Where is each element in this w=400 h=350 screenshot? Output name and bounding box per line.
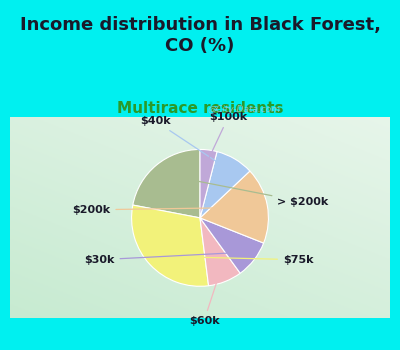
Text: $40k: $40k — [140, 116, 226, 168]
Wedge shape — [200, 149, 217, 218]
Text: $100k: $100k — [208, 112, 247, 160]
Wedge shape — [200, 218, 240, 286]
Text: > $200k: > $200k — [167, 175, 329, 207]
Text: Multirace residents: Multirace residents — [117, 101, 283, 116]
Wedge shape — [133, 149, 200, 218]
Text: $200k: $200k — [72, 205, 252, 215]
Text: $75k: $75k — [162, 255, 314, 265]
Wedge shape — [200, 218, 264, 273]
Text: $30k: $30k — [84, 252, 242, 265]
Text: Income distribution in Black Forest,
CO (%): Income distribution in Black Forest, CO … — [20, 16, 380, 55]
Wedge shape — [132, 205, 208, 286]
Text: $60k: $60k — [189, 273, 220, 326]
Wedge shape — [200, 171, 268, 243]
Text: @City-Data.com: @City-Data.com — [208, 105, 281, 114]
Wedge shape — [200, 152, 250, 218]
